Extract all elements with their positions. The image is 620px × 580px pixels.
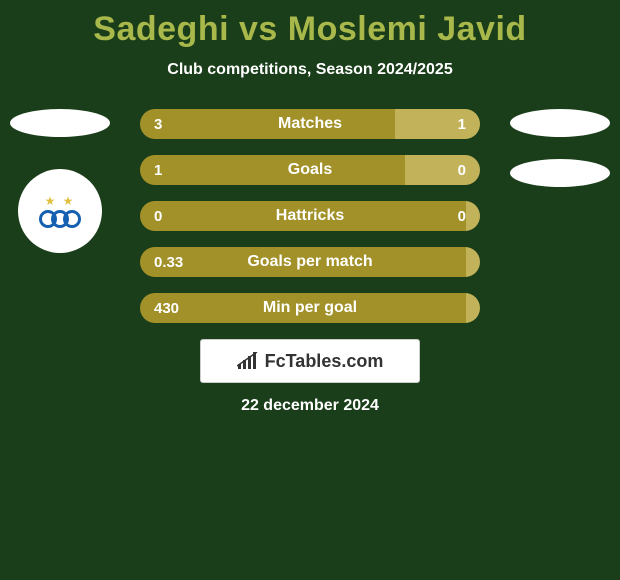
stat-label: Hattricks xyxy=(276,207,344,225)
snapshot-date: 22 december 2024 xyxy=(0,397,620,415)
stat-right-segment: 0 xyxy=(466,201,480,231)
stat-right-segment xyxy=(466,293,480,323)
stat-row: 430Min per goal xyxy=(140,293,480,323)
stat-row: 00Hattricks xyxy=(140,201,480,231)
footer-brand-text: FcTables.com xyxy=(265,351,384,372)
rings-icon xyxy=(42,210,78,228)
stat-row: 0.33Goals per match xyxy=(140,247,480,277)
stat-label: Min per goal xyxy=(263,299,357,317)
bar-chart-icon xyxy=(237,352,259,370)
stat-row: 10 Goals xyxy=(140,155,480,185)
comparison-subtitle: Club competitions, Season 2024/2025 xyxy=(0,61,620,79)
player-photo-right xyxy=(510,109,610,137)
comparison-area: ★ ★ 31Matches10Goals00Hattricks0.33Goals… xyxy=(0,109,620,323)
comparison-title: Sadeghi vs Moslemi Javid xyxy=(0,0,620,49)
stat-label: Goals per match xyxy=(247,253,372,271)
stat-label: Goals xyxy=(288,161,332,179)
star-icon: ★ ★ xyxy=(45,194,76,208)
player-photo-left xyxy=(10,109,110,137)
stat-right-segment: 1 xyxy=(395,109,480,139)
club-logo-left: ★ ★ xyxy=(18,169,102,253)
comparison-bars: 31Matches10Goals00Hattricks0.33Goals per… xyxy=(140,109,480,323)
player-photo-right-2 xyxy=(510,159,610,187)
stat-right-segment: 0 xyxy=(405,155,480,185)
stat-left-segment: 3 xyxy=(140,109,395,139)
stat-row: 31 Matches xyxy=(140,109,480,139)
stat-right-segment xyxy=(466,247,480,277)
stat-left-segment: 1 xyxy=(140,155,405,185)
footer-brand: FcTables.com xyxy=(200,339,420,383)
stat-label: Matches xyxy=(278,115,342,133)
